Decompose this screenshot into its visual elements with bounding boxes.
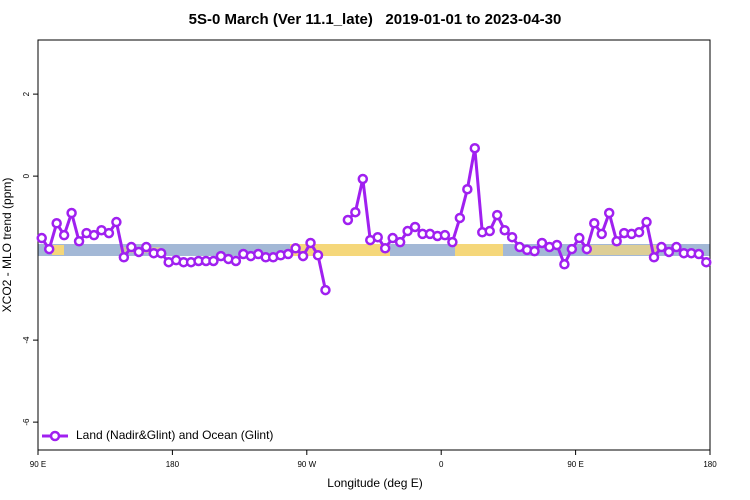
point [379, 243, 391, 254]
legend-marker [49, 430, 61, 442]
y-tick-label: -6 [22, 418, 31, 426]
point [589, 218, 600, 229]
point [282, 248, 294, 260]
point [372, 231, 383, 243]
point [499, 224, 510, 236]
point [566, 243, 578, 255]
land-band [588, 245, 658, 255]
point [357, 173, 369, 185]
y-tick-label: -4 [22, 336, 31, 344]
x-tick-label: 180 [703, 460, 717, 469]
point [230, 255, 242, 267]
point [491, 209, 503, 221]
y-tick-label: 2 [22, 91, 31, 96]
point [671, 241, 682, 253]
point [297, 250, 309, 262]
point [73, 236, 85, 247]
point [484, 225, 495, 237]
point [58, 229, 70, 241]
point [394, 236, 406, 248]
point [290, 243, 301, 254]
point [155, 247, 167, 259]
point [469, 142, 481, 154]
point [454, 212, 466, 224]
point [133, 246, 145, 258]
point [581, 243, 593, 255]
point [529, 245, 540, 257]
point [118, 252, 130, 263]
point [551, 239, 563, 251]
x-tick-label: 180 [166, 460, 180, 469]
point [693, 248, 705, 260]
point [387, 232, 398, 244]
point [312, 250, 324, 261]
point [663, 246, 675, 258]
x-tick-label: 90 W [297, 460, 316, 469]
point [574, 232, 585, 244]
point [611, 236, 622, 247]
point [409, 221, 421, 233]
point [633, 227, 645, 238]
point [305, 237, 316, 249]
point [88, 229, 100, 241]
point [43, 243, 55, 255]
x-tick-label: 0 [439, 460, 444, 469]
x-tick-label: 90 E [567, 460, 583, 469]
y-tick-label: 0 [22, 173, 31, 178]
point [402, 225, 413, 237]
point [656, 241, 667, 253]
point [208, 255, 219, 267]
point [126, 241, 137, 253]
point [350, 206, 361, 218]
point [141, 241, 152, 253]
point [66, 207, 77, 219]
point [320, 284, 331, 296]
point [51, 218, 62, 229]
point [111, 216, 122, 228]
point [447, 236, 458, 248]
point [596, 228, 607, 240]
chart-title: 5S-0 March (Ver 11.1_late) 2019-01-01 to… [189, 11, 562, 28]
y-axis-label: XCO2 - MLO trend (ppm) [0, 178, 14, 313]
x-axis-label: Longitude (deg E) [327, 476, 422, 490]
legend: Land (Nadir&Glint) and Ocean (Glint) [42, 428, 273, 442]
legend-label: Land (Nadir&Glint) and Ocean (Glint) [76, 428, 273, 442]
point [506, 231, 518, 243]
point [103, 227, 115, 239]
land-band [455, 244, 503, 256]
x-tick-label: 90 E [30, 460, 46, 469]
plot-frame [37, 39, 711, 451]
point [648, 252, 660, 263]
point [641, 216, 652, 228]
point [36, 232, 47, 244]
point [439, 229, 451, 241]
point [536, 237, 548, 249]
point [603, 207, 615, 219]
point [559, 259, 570, 270]
land-band [52, 245, 64, 255]
point [462, 183, 473, 195]
point [701, 256, 712, 268]
point [342, 214, 354, 226]
